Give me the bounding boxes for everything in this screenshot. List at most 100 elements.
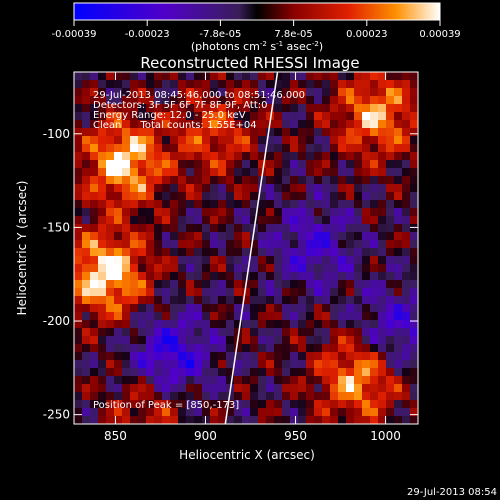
x-axis: 850 900 950 1000 bbox=[104, 72, 401, 443]
heatmap-cell bbox=[114, 88, 122, 96]
heatmap-cell bbox=[234, 160, 242, 168]
heatmap-cell bbox=[106, 144, 114, 152]
heatmap-cell bbox=[162, 360, 170, 368]
heatmap-cell bbox=[370, 144, 378, 152]
heatmap-cell bbox=[210, 208, 218, 216]
heatmap-cell bbox=[250, 120, 258, 128]
heatmap-cell bbox=[146, 352, 154, 360]
heatmap-cell bbox=[74, 112, 82, 120]
heatmap-cell bbox=[202, 264, 210, 272]
heatmap-cell bbox=[226, 368, 234, 376]
heatmap-cell bbox=[346, 320, 354, 328]
heatmap-cell bbox=[250, 88, 258, 96]
heatmap-cell bbox=[386, 368, 394, 376]
heatmap-cell bbox=[306, 128, 314, 136]
heatmap-cell bbox=[178, 128, 186, 136]
heatmap-cell bbox=[370, 392, 378, 400]
heatmap-cell bbox=[386, 144, 394, 152]
heatmap-cell bbox=[346, 400, 354, 408]
heatmap-cell bbox=[114, 376, 122, 384]
heatmap-cell bbox=[138, 184, 146, 192]
heatmap-cell bbox=[210, 232, 218, 240]
heatmap-cell bbox=[322, 408, 330, 416]
heatmap-cell bbox=[218, 264, 226, 272]
heatmap-cell bbox=[378, 248, 386, 256]
heatmap-cell bbox=[98, 408, 106, 416]
heatmap-cell bbox=[386, 248, 394, 256]
heatmap-cell bbox=[362, 160, 370, 168]
heatmap-cell bbox=[410, 392, 418, 400]
heatmap-cell bbox=[74, 272, 82, 280]
heatmap-cell bbox=[266, 224, 274, 232]
heatmap-cell bbox=[370, 264, 378, 272]
heatmap-cell bbox=[146, 96, 154, 104]
heatmap-cell bbox=[370, 224, 378, 232]
heatmap-cell bbox=[146, 320, 154, 328]
heatmap-cell bbox=[178, 264, 186, 272]
heatmap-cell bbox=[82, 224, 90, 232]
heatmap-cell bbox=[402, 192, 410, 200]
heatmap-cell bbox=[298, 408, 306, 416]
heatmap-cell bbox=[250, 384, 258, 392]
heatmap-cell bbox=[306, 208, 314, 216]
heatmap-cell bbox=[386, 296, 394, 304]
heatmap-cell bbox=[210, 288, 218, 296]
heatmap-cell bbox=[122, 232, 130, 240]
heatmap-cell bbox=[298, 352, 306, 360]
heatmap-cell bbox=[146, 312, 154, 320]
heatmap-cell bbox=[138, 104, 146, 112]
heatmap-cell bbox=[282, 352, 290, 360]
heatmap-cell bbox=[130, 408, 138, 416]
heatmap-cell bbox=[378, 224, 386, 232]
heatmap-cell bbox=[378, 144, 386, 152]
heatmap-cell bbox=[394, 376, 402, 384]
heatmap-cell bbox=[394, 160, 402, 168]
heatmap-cell bbox=[330, 176, 338, 184]
heatmap-cell bbox=[346, 392, 354, 400]
heatmap-cell bbox=[98, 216, 106, 224]
heatmap-cell bbox=[402, 416, 410, 424]
heatmap-cell bbox=[402, 264, 410, 272]
heatmap-cell bbox=[354, 200, 362, 208]
heatmap-cell bbox=[194, 408, 202, 416]
heatmap-cell bbox=[98, 72, 106, 80]
heatmap-cell bbox=[194, 208, 202, 216]
heatmap-cell bbox=[402, 232, 410, 240]
heatmap-cell bbox=[410, 72, 418, 80]
heatmap-cell bbox=[290, 104, 298, 112]
heatmap-cell bbox=[210, 136, 218, 144]
heatmap-cell bbox=[266, 344, 274, 352]
heatmap-cell bbox=[138, 144, 146, 152]
heatmap-cell bbox=[338, 312, 346, 320]
heatmap-cell bbox=[394, 200, 402, 208]
heatmap-cell bbox=[242, 240, 250, 248]
heatmap-cell bbox=[90, 264, 98, 272]
heatmap-cell bbox=[138, 96, 146, 104]
annotation-line: 29-Jul-2013 08:45:46.000 to 08:51:46.000 bbox=[93, 90, 305, 101]
heatmap-cell bbox=[226, 72, 234, 80]
heatmap-cell bbox=[274, 376, 282, 384]
heatmap-cell bbox=[402, 80, 410, 88]
heatmap-cell bbox=[290, 336, 298, 344]
heatmap-cell bbox=[226, 416, 234, 424]
heatmap-cell bbox=[346, 120, 354, 128]
heatmap-cell bbox=[354, 256, 362, 264]
heatmap-cell bbox=[234, 384, 242, 392]
heatmap-cell bbox=[226, 360, 234, 368]
heatmap-cell bbox=[250, 408, 258, 416]
heatmap-cell bbox=[338, 368, 346, 376]
heatmap-cell bbox=[354, 248, 362, 256]
heatmap-cell bbox=[170, 360, 178, 368]
heatmap-cell bbox=[258, 376, 266, 384]
x-tick-label: 900 bbox=[194, 429, 217, 443]
heatmap-cell bbox=[346, 88, 354, 96]
heatmap-cell bbox=[410, 328, 418, 336]
heatmap-cell bbox=[122, 216, 130, 224]
heatmap-cell bbox=[146, 224, 154, 232]
heatmap-cell bbox=[266, 352, 274, 360]
heatmap-cell bbox=[354, 344, 362, 352]
heatmap-cell bbox=[82, 88, 90, 96]
heatmap-cell bbox=[218, 216, 226, 224]
heatmap-cell bbox=[162, 336, 170, 344]
